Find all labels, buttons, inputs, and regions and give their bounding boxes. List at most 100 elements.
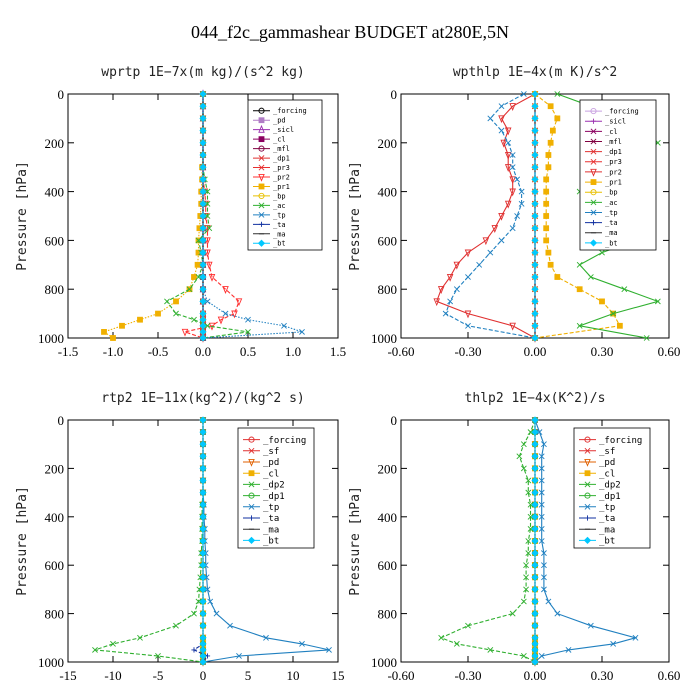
- y-axis-label: Pressure [hPa]: [15, 161, 30, 271]
- data-point-dp2: [525, 489, 532, 496]
- data-point-bt: [199, 236, 207, 244]
- data-point-pr1: [547, 139, 554, 146]
- legend-label: _bt: [599, 537, 615, 547]
- legend-box: [237, 427, 315, 549]
- data-point-ac: [204, 322, 211, 329]
- legend-marker: [590, 179, 597, 185]
- x-tick-label: 1.0: [285, 344, 301, 359]
- data-point-bt: [531, 525, 539, 533]
- data-point-tp: [541, 441, 547, 448]
- y-tick-label: 1000: [371, 331, 397, 346]
- legend-label: _ma: [263, 525, 279, 535]
- legend-marker: [584, 515, 591, 521]
- series-line-dp2: [94, 420, 204, 663]
- data-point-pr1: [554, 115, 561, 122]
- y-tick-label: 200: [378, 136, 398, 151]
- data-point-bt: [199, 476, 207, 485]
- y-tick-label: 0: [391, 413, 398, 428]
- data-point-ac: [576, 322, 583, 329]
- data-point-pr1: [545, 249, 552, 256]
- data-point-bt: [531, 634, 539, 642]
- legend-label: _forcing: [263, 436, 306, 446]
- data-point-bt: [531, 428, 539, 436]
- data-point-tp: [538, 538, 545, 544]
- legend-label: _ta: [263, 514, 279, 524]
- legend-label: _forcing: [605, 108, 639, 116]
- data-point-tp: [538, 489, 545, 496]
- data-point-pr2: [446, 273, 454, 282]
- data-point-tp: [487, 249, 494, 256]
- data-point-pr2: [464, 249, 472, 258]
- data-point-bt: [531, 90, 539, 98]
- data-point-tp: [538, 501, 545, 508]
- legend-label: _pr1: [605, 179, 622, 187]
- data-point-bt: [199, 634, 207, 642]
- legend-marker: [248, 458, 255, 467]
- data-point-bt: [199, 322, 207, 330]
- legend-marker: [584, 436, 591, 443]
- x-tick-label: -1.0: [103, 344, 124, 359]
- data-point-bt: [199, 652, 207, 660]
- data-point-dp2: [525, 538, 532, 544]
- legend-label: _tp: [273, 211, 286, 219]
- data-point-ac: [554, 91, 561, 97]
- data-point-bt: [531, 200, 539, 208]
- y-tick-label: 400: [45, 185, 65, 200]
- data-point-bt: [199, 175, 207, 183]
- data-point-pr1: [155, 310, 161, 317]
- y-tick-label: 1000: [371, 655, 397, 670]
- legend-label: _tp: [605, 209, 618, 217]
- data-point-bt: [531, 175, 539, 183]
- data-point-bt: [199, 464, 207, 472]
- x-tick-label: -5: [153, 668, 164, 683]
- y-tick-label: 600: [45, 558, 65, 573]
- legend-label: _cl: [605, 128, 618, 136]
- data-point-dp2: [527, 525, 534, 532]
- data-point-bt: [531, 163, 539, 171]
- data-point-dp2: [525, 550, 532, 557]
- legend-label: _pr2: [273, 173, 290, 181]
- legend-marker: [248, 447, 255, 454]
- x-tick-label: 0: [200, 668, 207, 683]
- legend-label: _ac: [605, 199, 618, 207]
- data-point-bt: [199, 163, 207, 171]
- data-point-bt: [531, 297, 539, 305]
- legend-marker: [258, 117, 265, 124]
- data-point-pr2: [204, 249, 211, 258]
- y-tick-label: 200: [45, 461, 65, 476]
- legend: _forcing_sf_pd_cl _dp2_dp1_tp_ta_ma _bt: [573, 427, 651, 549]
- x-tick-label: 0.00: [524, 344, 547, 359]
- data-point-pr1: [543, 225, 550, 232]
- legend-marker: [590, 199, 597, 206]
- legend-label: _pd: [263, 458, 279, 468]
- data-point-dp2: [173, 622, 179, 629]
- y-tick-label: 800: [378, 282, 398, 297]
- data-point-pr2: [504, 127, 512, 136]
- data-point-bt: [199, 428, 207, 436]
- legend-marker: [590, 108, 597, 115]
- data-point-pr2: [464, 310, 472, 319]
- data-point-dp2: [527, 501, 534, 508]
- legend-box: [579, 99, 657, 251]
- data-point-tp: [236, 653, 242, 659]
- y-axis-label: Pressure [hPa]: [15, 486, 30, 596]
- data-point-pr1: [101, 328, 107, 335]
- legend-label: _pd: [273, 117, 286, 125]
- data-point-ac: [599, 249, 605, 256]
- data-point-bt: [531, 310, 539, 318]
- data-point-ac: [576, 261, 583, 268]
- data-point-pr2: [231, 310, 238, 319]
- data-point-tp: [505, 139, 512, 146]
- y-tick-label: 400: [378, 510, 398, 525]
- data-point-bt: [531, 501, 539, 509]
- data-point-bt: [199, 151, 207, 159]
- legend-label: _sicl: [605, 118, 626, 126]
- data-point-bt: [199, 273, 207, 281]
- data-point-pr1: [543, 213, 550, 219]
- data-point-tp: [545, 598, 552, 605]
- data-point-bt: [531, 585, 539, 593]
- data-point-dp2: [523, 562, 529, 569]
- y-tick-label: 800: [45, 282, 65, 297]
- data-point-dp2: [92, 646, 98, 653]
- legend-marker: [258, 124, 265, 133]
